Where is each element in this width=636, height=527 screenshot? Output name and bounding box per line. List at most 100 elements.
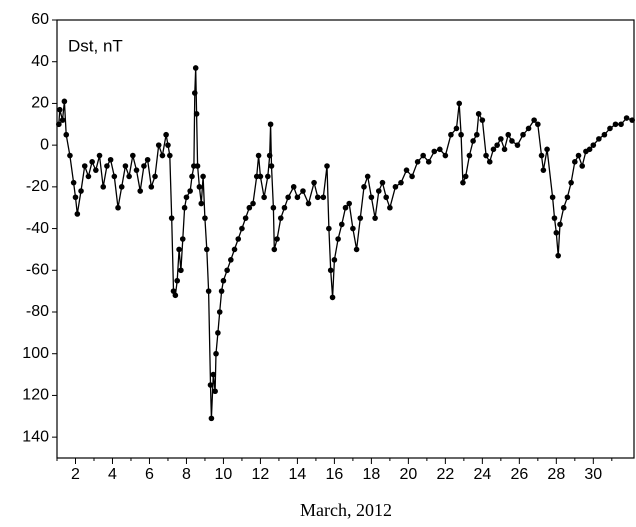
data-point <box>104 163 110 169</box>
y-tick-label: -80 <box>26 303 49 320</box>
data-point <box>215 330 221 336</box>
data-point <box>612 121 619 128</box>
data-point <box>425 159 432 165</box>
data-point <box>448 131 454 138</box>
data-point <box>285 194 291 201</box>
data-point <box>212 388 218 395</box>
data-point <box>246 204 253 211</box>
data-point <box>270 204 277 211</box>
data-point <box>414 159 421 165</box>
data-point <box>538 152 545 159</box>
data-point <box>475 111 482 117</box>
data-point <box>579 163 586 169</box>
data-point <box>191 90 198 96</box>
data-point <box>155 142 162 148</box>
data-point <box>311 179 317 186</box>
data-point <box>501 146 508 153</box>
data-point <box>326 225 332 232</box>
data-point <box>486 159 493 165</box>
data-point <box>61 98 68 105</box>
data-point <box>267 121 274 128</box>
data-point <box>420 152 426 159</box>
data-point <box>56 121 62 128</box>
x-axis-label: March, 2012 <box>300 500 392 520</box>
data-point <box>189 173 195 180</box>
data-point <box>165 142 171 148</box>
x-tick-label: 10 <box>215 466 233 483</box>
data-point <box>148 184 155 190</box>
data-point <box>281 204 288 211</box>
data-point <box>398 179 404 186</box>
data-point <box>133 167 140 173</box>
data-point <box>176 246 182 253</box>
y-tick-label: 140 <box>22 428 49 445</box>
data-point <box>339 221 345 228</box>
data-point <box>392 184 399 190</box>
data-point <box>208 415 215 422</box>
data-point <box>81 163 88 169</box>
data-point <box>202 215 208 221</box>
data-point <box>331 257 338 263</box>
data-point <box>442 152 449 159</box>
data-point <box>220 277 227 284</box>
data-point <box>74 211 81 217</box>
y-tick-label: 100 <box>22 345 49 362</box>
data-point <box>198 200 205 207</box>
data-line <box>58 67 633 419</box>
data-point <box>335 236 341 242</box>
y-tick-label: -20 <box>26 178 49 195</box>
x-tick-label: 26 <box>510 466 528 483</box>
data-point <box>346 200 352 207</box>
data-point <box>327 267 334 274</box>
data-point <box>342 204 349 211</box>
data-point <box>271 246 278 253</box>
data-point <box>575 152 582 159</box>
data-point <box>314 194 321 201</box>
data-point <box>174 277 181 284</box>
x-tick-label: 2 <box>71 466 80 483</box>
data-point <box>525 125 532 132</box>
data-point <box>458 131 464 138</box>
data-point <box>531 117 537 123</box>
data-point <box>551 215 558 221</box>
data-point <box>431 148 438 155</box>
data-point <box>549 194 556 201</box>
data-point <box>228 257 234 263</box>
data-point <box>196 184 203 190</box>
data-point <box>361 184 367 190</box>
data-point <box>235 236 242 242</box>
data-point <box>462 173 469 180</box>
data-point <box>456 100 463 107</box>
data-point <box>183 194 190 201</box>
data-point <box>350 225 356 232</box>
data-point <box>300 188 306 194</box>
data-point <box>67 152 73 159</box>
data-point <box>59 117 66 123</box>
data-point <box>474 131 480 138</box>
data-point <box>364 173 371 180</box>
data-point <box>265 173 271 180</box>
data-point <box>89 159 95 165</box>
data-point <box>268 163 275 169</box>
data-point <box>274 236 280 242</box>
data-point <box>257 173 264 180</box>
data-point <box>544 146 550 153</box>
y-tick-label: 60 <box>31 11 49 28</box>
data-point <box>601 131 608 138</box>
data-point <box>78 188 84 194</box>
data-point <box>372 215 378 221</box>
x-tick-label: 14 <box>289 466 307 483</box>
data-point <box>540 167 547 173</box>
data-point <box>218 288 225 294</box>
data-point <box>505 131 512 138</box>
data-point <box>387 204 393 211</box>
data-point <box>568 179 574 186</box>
data-point <box>187 188 193 194</box>
data-point <box>320 194 327 201</box>
data-point <box>329 294 336 301</box>
data-point <box>255 152 262 159</box>
y-tick-label: 20 <box>31 95 49 112</box>
data-point <box>498 136 504 142</box>
data-point <box>181 204 188 211</box>
data-point <box>172 292 179 299</box>
